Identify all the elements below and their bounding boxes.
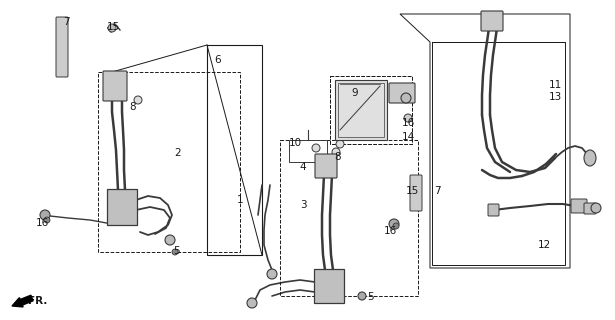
Text: 5: 5 — [173, 246, 180, 256]
Bar — [330, 76, 412, 144]
Ellipse shape — [165, 235, 175, 245]
Bar — [280, 140, 418, 296]
Text: 6: 6 — [215, 55, 221, 65]
Text: 7: 7 — [434, 186, 440, 196]
Text: 7: 7 — [63, 17, 69, 27]
Ellipse shape — [312, 144, 320, 152]
FancyBboxPatch shape — [488, 204, 499, 216]
Text: 11: 11 — [549, 80, 561, 90]
Bar — [289, 140, 327, 162]
FancyBboxPatch shape — [56, 17, 68, 77]
Text: 2: 2 — [175, 148, 181, 158]
Text: 14: 14 — [402, 132, 415, 142]
Ellipse shape — [40, 210, 50, 220]
Ellipse shape — [44, 217, 50, 223]
Text: 16: 16 — [402, 118, 415, 128]
Text: FR.: FR. — [28, 296, 48, 306]
Bar — [330, 76, 412, 144]
Text: 8: 8 — [335, 152, 341, 162]
Bar — [207, 45, 262, 255]
Text: 13: 13 — [549, 92, 561, 102]
Ellipse shape — [172, 249, 178, 255]
Ellipse shape — [108, 24, 116, 32]
Ellipse shape — [389, 219, 399, 229]
FancyBboxPatch shape — [571, 199, 587, 213]
Ellipse shape — [134, 96, 142, 104]
FancyBboxPatch shape — [103, 71, 127, 101]
Text: 5: 5 — [367, 292, 373, 302]
Bar — [338, 83, 384, 137]
Text: 15: 15 — [106, 22, 120, 32]
FancyBboxPatch shape — [389, 83, 415, 103]
Ellipse shape — [401, 93, 411, 103]
FancyBboxPatch shape — [315, 154, 337, 178]
Ellipse shape — [267, 269, 277, 279]
FancyBboxPatch shape — [584, 203, 596, 214]
FancyBboxPatch shape — [314, 269, 344, 303]
Text: 15: 15 — [405, 186, 419, 196]
FancyBboxPatch shape — [410, 175, 422, 211]
FancyBboxPatch shape — [481, 11, 503, 31]
Text: 3: 3 — [300, 200, 306, 210]
Ellipse shape — [404, 114, 412, 122]
Ellipse shape — [332, 148, 340, 156]
Ellipse shape — [591, 203, 601, 213]
Bar — [335, 80, 387, 140]
Text: 16: 16 — [36, 218, 49, 228]
Ellipse shape — [393, 223, 399, 229]
Ellipse shape — [336, 140, 344, 148]
Text: 10: 10 — [288, 138, 301, 148]
Text: 9: 9 — [352, 88, 359, 98]
Text: 12: 12 — [538, 240, 550, 250]
Bar — [98, 72, 240, 252]
Text: 8: 8 — [130, 102, 137, 112]
Text: 1: 1 — [237, 195, 244, 205]
Ellipse shape — [247, 298, 257, 308]
Ellipse shape — [584, 150, 596, 166]
FancyBboxPatch shape — [107, 189, 137, 225]
Text: 4: 4 — [300, 162, 306, 172]
Text: 16: 16 — [383, 226, 397, 236]
FancyArrow shape — [12, 295, 33, 307]
Ellipse shape — [358, 292, 366, 300]
